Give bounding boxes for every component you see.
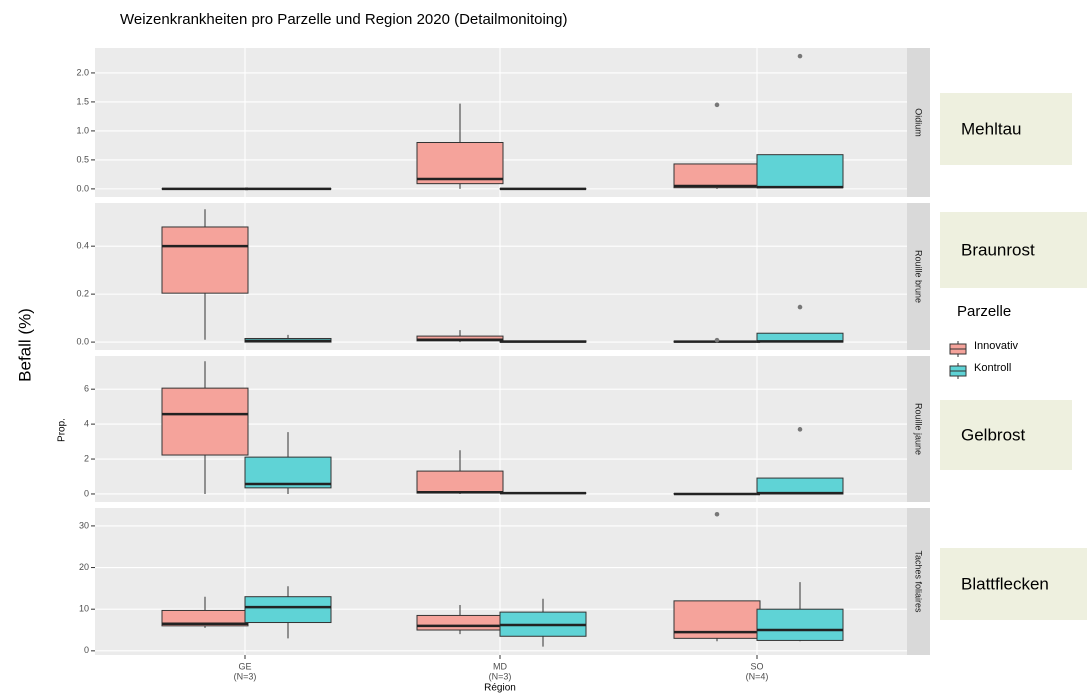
- y-axis-label: Prop.: [57, 418, 68, 442]
- box: [416, 614, 504, 631]
- y-tick-label: 2: [84, 453, 89, 463]
- facet-strip: [907, 356, 930, 502]
- box: [673, 163, 761, 189]
- y-tick-label: 0: [84, 488, 89, 498]
- facet-label: Rouille jaune: [914, 403, 924, 455]
- outlier: [797, 53, 803, 59]
- outlier: [714, 337, 720, 343]
- facet-label: Oidium: [914, 108, 924, 137]
- y-tick-label: 6: [84, 384, 89, 394]
- y-tick-label: 0.2: [76, 289, 89, 299]
- outlier: [797, 304, 803, 310]
- overlay-label: Mehltau: [961, 119, 1021, 138]
- y-tick-label: 0.4: [76, 241, 89, 251]
- box: [161, 226, 249, 294]
- y-tick-label: 0.5: [76, 154, 89, 164]
- x-tick-note: (N=4): [746, 671, 769, 681]
- x-tick-note: (N=3): [489, 671, 512, 681]
- overlay-box: [940, 93, 1072, 165]
- legend-title: Parzelle: [957, 303, 1011, 320]
- outlier: [714, 511, 720, 517]
- outlier: [714, 102, 720, 108]
- facet-strip: [907, 203, 930, 350]
- legend-label: Innovativ: [974, 340, 1019, 352]
- x-tick-label: SO: [750, 661, 763, 671]
- legend-label: Kontroll: [974, 362, 1011, 374]
- y-tick-label: 0.0: [76, 336, 89, 346]
- x-tick-note: (N=3): [234, 671, 257, 681]
- facet-strip: [907, 48, 930, 197]
- overlay-box: [940, 212, 1087, 288]
- overlay-box: [940, 400, 1072, 470]
- box: [244, 596, 332, 624]
- y-tick-label: 30: [79, 520, 89, 530]
- y-tick-label: 1.0: [76, 125, 89, 135]
- y-tick-label: 10: [79, 604, 89, 614]
- y-tick-label: 2.0: [76, 67, 89, 77]
- facet-label: Taches foliaires: [914, 550, 924, 613]
- box: [756, 154, 844, 189]
- chart-title: Weizenkrankheiten pro Parzelle und Regio…: [120, 11, 567, 28]
- y-tick-label: 1.5: [76, 96, 89, 106]
- box: [161, 387, 249, 456]
- y-tick-label: 0: [84, 645, 89, 655]
- outlier: [797, 427, 803, 432]
- box: [416, 470, 504, 494]
- box: [416, 142, 504, 185]
- y-tick-label: 4: [84, 418, 89, 428]
- overlay-label: Blattflecken: [961, 574, 1049, 593]
- overlay-label: Braunrost: [961, 240, 1035, 259]
- box: [756, 608, 844, 641]
- y-axis-title: Befall (%): [15, 308, 34, 382]
- x-tick-label: GE: [238, 661, 251, 671]
- facet-strip: [907, 508, 930, 655]
- y-tick-label: 0.0: [76, 183, 89, 193]
- overlay-box: [940, 548, 1087, 620]
- box: [244, 456, 332, 489]
- y-tick-label: 20: [79, 562, 89, 572]
- x-axis-title: Région: [484, 683, 516, 694]
- facet-label: Rouille brune: [914, 250, 924, 303]
- x-tick-label: MD: [493, 661, 507, 671]
- box: [756, 477, 844, 495]
- overlay-label: Gelbrost: [961, 425, 1026, 444]
